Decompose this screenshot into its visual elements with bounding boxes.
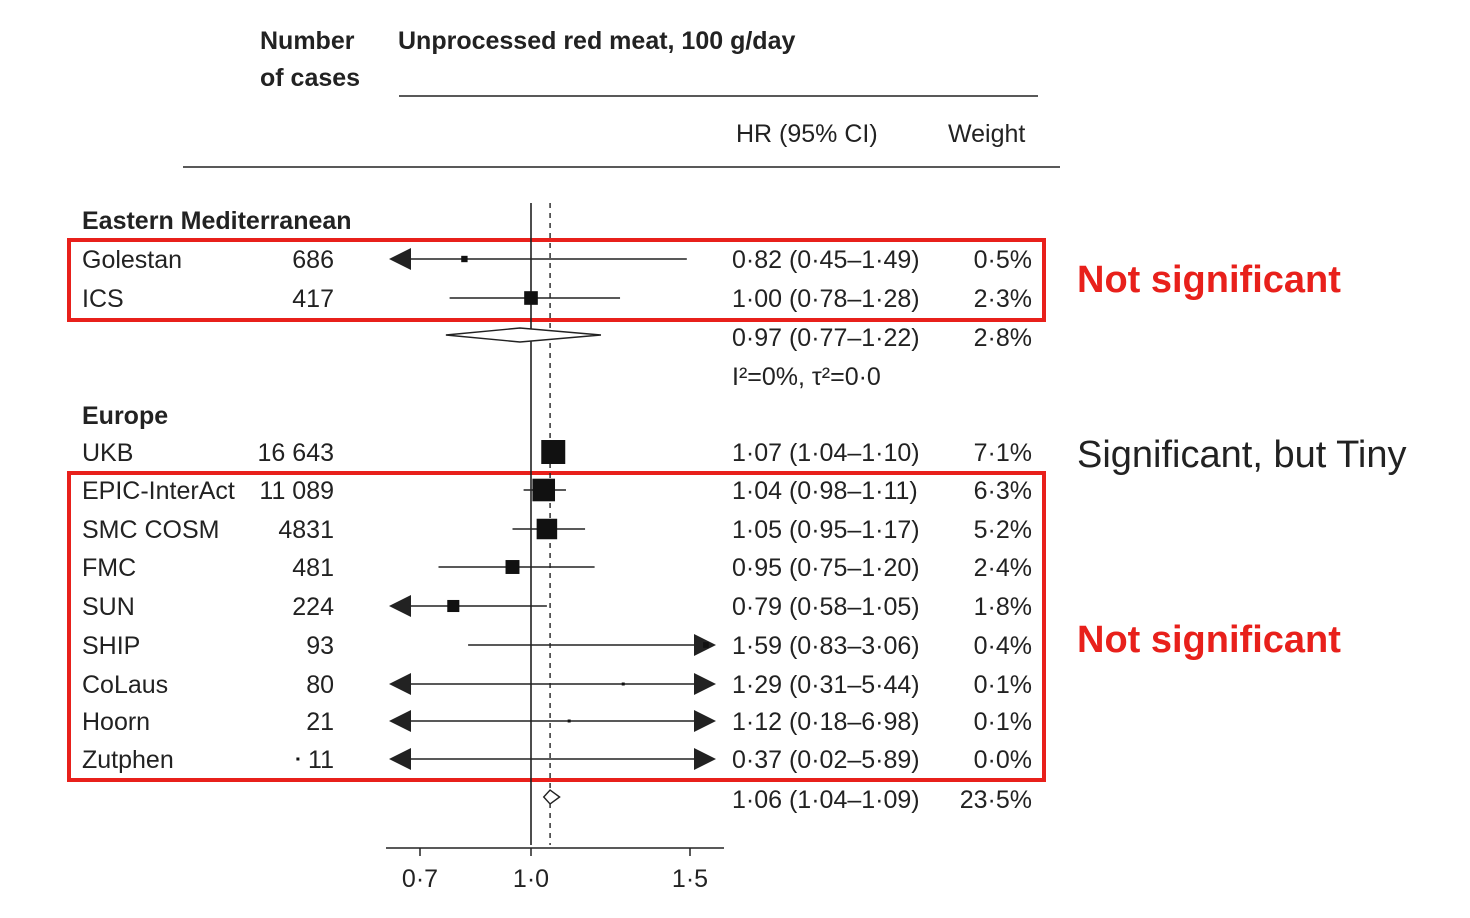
ci-arrow-left-hoorn: [389, 710, 411, 732]
chart-marks: 0·7 1·0 1·5 Golestan 686 0·82 (0·45–1·49) 0·5%…: [82, 203, 1032, 893]
study-name-ukb: UKB: [82, 439, 133, 467]
study-weight-hoorn: 0·1%: [974, 708, 1032, 736]
study-cases-fmc: 481: [292, 554, 334, 582]
point-estimate-smc-cosm: [536, 518, 558, 540]
study-cases-sun: 224: [292, 593, 334, 621]
study-hr-ukb: 1·07 (1·04–1·10): [732, 439, 920, 467]
x-tick-label-1: 1·0: [513, 865, 549, 893]
cases-header-line1: Number: [260, 27, 355, 55]
study-hr-fmc: 0·95 (0·75–1·20): [732, 554, 920, 582]
study-cases-hoorn: 21: [306, 708, 334, 736]
group-label-europe: Europe: [82, 402, 168, 430]
ci-arrow-right-zutphen: [694, 748, 716, 770]
ci-arrow-left-golestan: [389, 248, 411, 270]
highlight-box-europe: [67, 471, 1046, 782]
point-estimate-colaus: [621, 682, 625, 686]
study-hr-golestan: 0·82 (0·45–1·49): [732, 246, 920, 274]
study-weight-epic-interact: 6·3%: [974, 477, 1032, 505]
study-name-smc-cosm: SMC COSM: [82, 516, 220, 544]
study-name-golestan: Golestan: [82, 246, 182, 274]
study-cases-ics: 417: [292, 285, 334, 313]
point-estimate-ukb: [541, 440, 566, 464]
cases-header-line2: of cases: [260, 64, 360, 92]
ci-arrow-left-sun: [389, 595, 411, 617]
study-weight-colaus: 0·1%: [974, 671, 1032, 699]
study-cases-colaus: 80: [306, 671, 334, 699]
point-estimate-ship: [703, 642, 709, 648]
point-estimate-epic-interact: [532, 478, 556, 502]
study-cases-ship: 93: [306, 632, 334, 660]
study-name-fmc: FMC: [82, 554, 136, 582]
study-cases-zutphen: 11: [308, 746, 334, 774]
point-estimate-fmc: [505, 560, 520, 574]
highlight-box-eastern-mediterranean: [67, 238, 1046, 322]
point-estimate-ics: [524, 291, 538, 305]
summary-hr-europe: 1·06 (1·04–1·09): [732, 786, 920, 814]
heterogeneity-eastern-mediterranean: I²=0%, τ²=0·0: [732, 363, 881, 391]
study-name-hoorn: Hoorn: [82, 708, 150, 736]
exposure-header: Unprocessed red meat, 100 g/day: [398, 27, 795, 55]
x-tick-label-2: 1·5: [672, 865, 708, 893]
annotation-not-significant-1: Not significant: [1077, 259, 1341, 301]
study-cases-epic-interact: 11 089: [259, 477, 334, 505]
point-estimate-zutphen: [296, 757, 300, 761]
ci-arrow-left-colaus: [389, 673, 411, 695]
summary-weight-europe: 23·5%: [960, 786, 1032, 814]
ci-arrow-right-colaus: [694, 673, 716, 695]
summary-weight-eastern-mediterranean: 2·8%: [974, 324, 1032, 352]
study-weight-golestan: 0·5%: [974, 246, 1032, 274]
study-name-epic-interact: EPIC-InterAct: [82, 477, 235, 505]
study-cases-smc-cosm: 4831: [278, 516, 334, 544]
study-weight-ukb: 7·1%: [974, 439, 1032, 467]
group-label-eastern-mediterranean: Eastern Mediterranean: [82, 207, 352, 235]
ci-arrow-left-zutphen: [389, 748, 411, 770]
study-hr-colaus: 1·29 (0·31–5·44): [732, 671, 920, 699]
annotation-significant-but-tiny: Significant, but Tiny: [1077, 434, 1407, 476]
study-hr-ship: 1·59 (0·83–3·06): [732, 632, 920, 660]
point-estimate-sun: [447, 599, 460, 613]
study-weight-ship: 0·4%: [974, 632, 1032, 660]
weight-header: Weight: [948, 120, 1025, 148]
x-tick-label-0: 0·7: [402, 865, 438, 893]
study-name-ics: ICS: [82, 285, 124, 313]
study-name-ship: SHIP: [82, 632, 140, 660]
study-name-sun: SUN: [82, 593, 135, 621]
summary-hr-eastern-mediterranean: 0·97 (0·77–1·22): [732, 324, 920, 352]
point-estimate-hoorn: [567, 719, 571, 723]
ci-arrow-right-hoorn: [694, 710, 716, 732]
study-hr-zutphen: 0·37 (0·02–5·89): [732, 746, 920, 774]
study-cases-golestan: 686: [292, 246, 334, 274]
summary-diamond-eastern-mediterranean: [445, 327, 602, 343]
hr-header: HR (95% CI): [736, 120, 878, 148]
study-name-zutphen: Zutphen: [82, 746, 174, 774]
study-weight-fmc: 2·4%: [974, 554, 1032, 582]
summary-diamond-europe: [542, 789, 561, 805]
study-weight-zutphen: 0·0%: [974, 746, 1032, 774]
study-cases-ukb: 16 643: [258, 439, 334, 467]
study-hr-hoorn: 1·12 (0·18–6·98): [732, 708, 920, 736]
study-hr-epic-interact: 1·04 (0·98–1·11): [732, 477, 918, 505]
study-hr-ics: 1·00 (0·78–1·28): [732, 285, 920, 313]
study-hr-sun: 0·79 (0·58–1·05): [732, 593, 920, 621]
point-estimate-golestan: [461, 255, 468, 263]
study-hr-smc-cosm: 1·05 (0·95–1·17): [732, 516, 920, 544]
annotation-not-significant-2: Not significant: [1077, 619, 1341, 661]
study-weight-ics: 2·3%: [974, 285, 1032, 313]
study-name-colaus: CoLaus: [82, 671, 168, 699]
study-weight-smc-cosm: 5·2%: [974, 516, 1032, 544]
study-weight-sun: 1·8%: [974, 593, 1032, 621]
